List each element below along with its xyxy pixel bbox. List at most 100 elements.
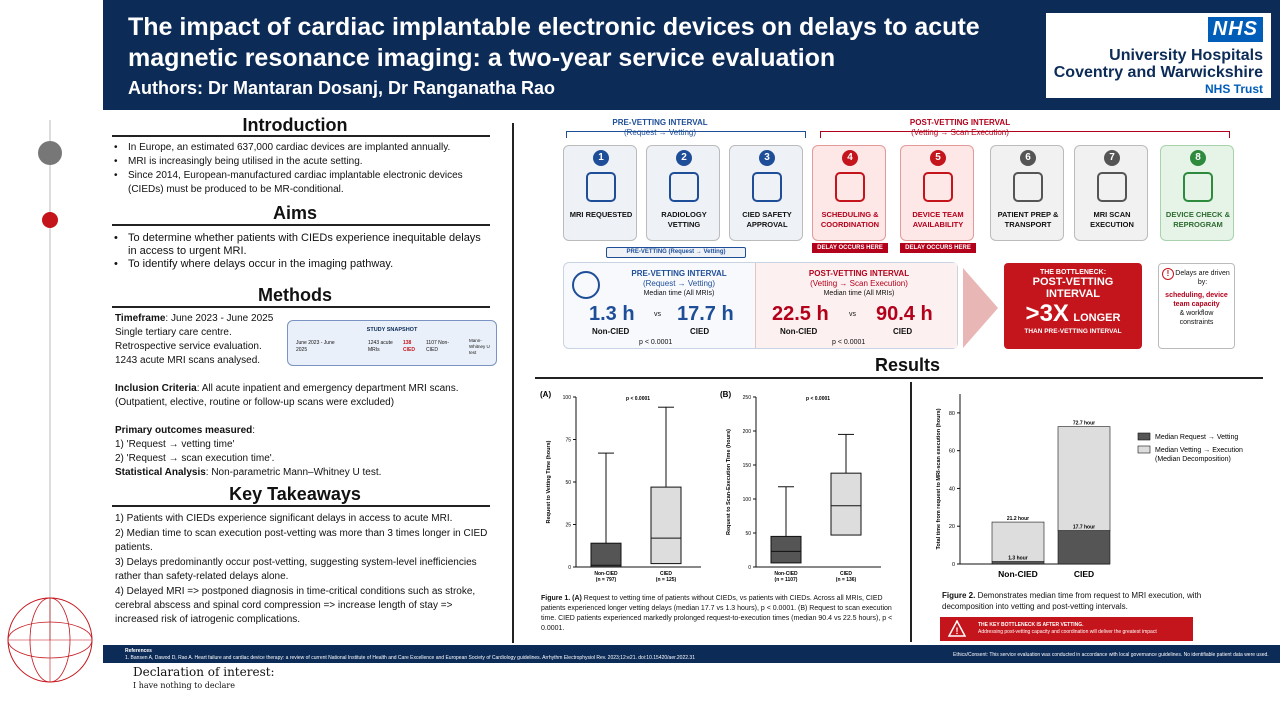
fig1-label: Figure 1. (A) xyxy=(541,595,582,602)
warning-icon: ! xyxy=(948,620,966,637)
bottleneck-l4: LONGER xyxy=(1073,312,1121,324)
step-label: RADIOLOGY VETTING xyxy=(661,210,707,229)
bar-segment xyxy=(991,561,1045,565)
drivers-l2: scheduling, device team capacity xyxy=(1165,292,1228,308)
globe-graphic xyxy=(7,597,93,683)
post-panel xyxy=(755,263,957,348)
footer-bar: References 1. Bansen A, Dawod D, Rao A. … xyxy=(103,645,1280,663)
post-card-sub: (Vetting → Scan Execution) xyxy=(810,279,908,288)
alert-icon: ! xyxy=(1162,268,1174,280)
divider xyxy=(535,377,1263,379)
step-icon xyxy=(835,172,865,202)
aims-list: To determine whether patients with CIEDs… xyxy=(114,232,484,271)
y-axis-label: Total time from request to MRI-scan exec… xyxy=(936,408,942,549)
post-cied-value: 90.4 h xyxy=(876,303,933,325)
category-n: (n = 125) xyxy=(656,577,677,583)
pre-sub: (Request → Vetting) xyxy=(623,128,697,137)
divider xyxy=(910,382,912,642)
methods-text: Timeframe: June 2023 - June 2025 Single … xyxy=(115,312,285,368)
step-number: 4 xyxy=(842,150,858,166)
legend-label-sub: (Median Decomposition) xyxy=(1155,456,1231,463)
inclusion: : All acute inpatient and emergency depa… xyxy=(115,383,459,408)
pre-card-title: PRE-VETTING INTERVAL xyxy=(631,269,727,278)
timeframe: : June 2023 - June 2025 xyxy=(165,313,274,324)
pre-title: PRE-VETTING INTERVAL xyxy=(612,118,708,127)
snapshot-title: STUDY SNAPSHOT xyxy=(366,327,418,333)
pre-p: p < 0.0001 xyxy=(639,339,673,346)
post-sub: (Vetting → Scan Execution) xyxy=(911,128,1009,137)
step-label: PATIENT PREP & TRANSPORT xyxy=(997,210,1059,229)
post-median: Median time (All MRIs) xyxy=(823,290,895,297)
figure-2-caption: Figure 2. Demonstrates median time from … xyxy=(942,590,1252,612)
tick-label: 50 xyxy=(745,531,751,537)
stats: : Non-parametric Mann–Whitney U test. xyxy=(205,467,382,478)
tick-label: 60 xyxy=(949,449,955,455)
list-item: To determine whether patients with CIEDs… xyxy=(114,232,484,258)
interval-card: PRE-VETTING INTERVAL (Request → Vetting)… xyxy=(563,262,958,349)
step-icon xyxy=(1013,172,1043,202)
box xyxy=(770,535,802,564)
step-8: 8 DEVICE CHECK & REPROGRAM xyxy=(1160,145,1234,241)
timeframe-label: Timeframe xyxy=(115,313,166,324)
fig2-text: Demonstrates median time from request to… xyxy=(942,591,1202,611)
category-label: CIED xyxy=(1074,569,1094,579)
list-item: 2) Median time to scan execution post-ve… xyxy=(115,528,488,553)
refs-label: References xyxy=(125,648,152,654)
results-heading: Results xyxy=(874,355,941,375)
divider xyxy=(112,306,490,308)
pre-card-sub: (Request → Vetting) xyxy=(642,279,716,288)
pre-median: Median time (All MRIs) xyxy=(643,290,715,297)
keybox-l1: THE KEY BOTTLENECK IS AFTER VETTING. xyxy=(978,622,1084,628)
step-2: 2 RADIOLOGY VETTING xyxy=(646,145,720,241)
p-value: p < 0.0001 xyxy=(806,396,830,402)
inclusion-label: Inclusion Criteria xyxy=(115,383,197,394)
list-item: MRI is increasingly being utilised in th… xyxy=(114,155,494,169)
data-label: 1.3 hour xyxy=(1008,556,1028,562)
outcome-item: 1) 'Request → vetting time' xyxy=(115,439,235,450)
pre-bracket xyxy=(566,131,806,138)
declaration-text: I have nothing to declare xyxy=(133,681,235,690)
intro-heading: Introduction xyxy=(242,115,348,135)
divider xyxy=(112,135,490,137)
tick-label: 40 xyxy=(949,486,955,492)
data-label: 72.7 hour xyxy=(1073,421,1095,427)
post-p: p < 0.0001 xyxy=(832,339,866,346)
step-7: 7 MRI SCAN EXECUTION xyxy=(1074,145,1148,241)
poster-title: The impact of cardiac implantable electr… xyxy=(128,13,980,72)
delay-tag: DELAY OCCURS HERE xyxy=(812,243,888,253)
drivers-l3: & workflow constraints xyxy=(1179,310,1214,326)
tick-label: 50 xyxy=(565,480,571,486)
keybox-l2: Addressing post-vetting capacity and coo… xyxy=(978,629,1157,635)
method-line: 1243 acute MRI scans analysed. xyxy=(115,355,261,366)
outcomes-label: Primary outcomes measured xyxy=(115,425,253,436)
list-item: To identify where delays occur in the im… xyxy=(114,258,484,271)
list-item: 1) Patients with CIEDs experience signif… xyxy=(115,513,453,524)
category-label: Non-CIED xyxy=(774,571,798,577)
box xyxy=(830,472,862,536)
pre-header: PRE-VETTING INTERVAL (Request → Vetting) xyxy=(580,118,740,138)
pre-noncied-value: 1.3 h xyxy=(589,303,635,325)
bottleneck-l1: THE BOTTLENECK: xyxy=(1039,269,1107,276)
snapshot-test: Mann-Whitney U test xyxy=(469,338,490,355)
pre-vetting-tag: PRE-VETTING (Request → Vetting) xyxy=(606,247,746,258)
bar-segment xyxy=(1057,426,1111,531)
takeaways-heading: Key Takeaways xyxy=(229,484,361,504)
side-line xyxy=(49,120,51,640)
category-n: (n = 797) xyxy=(596,577,617,583)
step-1: 1 MRI REQUESTED xyxy=(563,145,637,241)
box xyxy=(590,542,622,568)
step-label: SCHEDULING & COORDINATION xyxy=(820,210,880,229)
tick-label: 80 xyxy=(949,411,955,417)
step-number: 3 xyxy=(759,150,775,166)
tick-label: 250 xyxy=(743,395,752,401)
ethics: Ethics/Consent: This service evaluation … xyxy=(953,652,1269,658)
step-number: 1 xyxy=(593,150,609,166)
method-line: Single tertiary care centre. xyxy=(115,327,232,338)
column-divider xyxy=(512,123,514,643)
divider xyxy=(112,224,490,226)
category-n: (n = 1107) xyxy=(775,577,798,583)
drivers-l1: Delays are driven by: xyxy=(1175,270,1230,286)
p-value: p < 0.0001 xyxy=(626,396,650,402)
red-dot xyxy=(42,212,58,228)
category-label: Non-CIED xyxy=(998,569,1038,579)
